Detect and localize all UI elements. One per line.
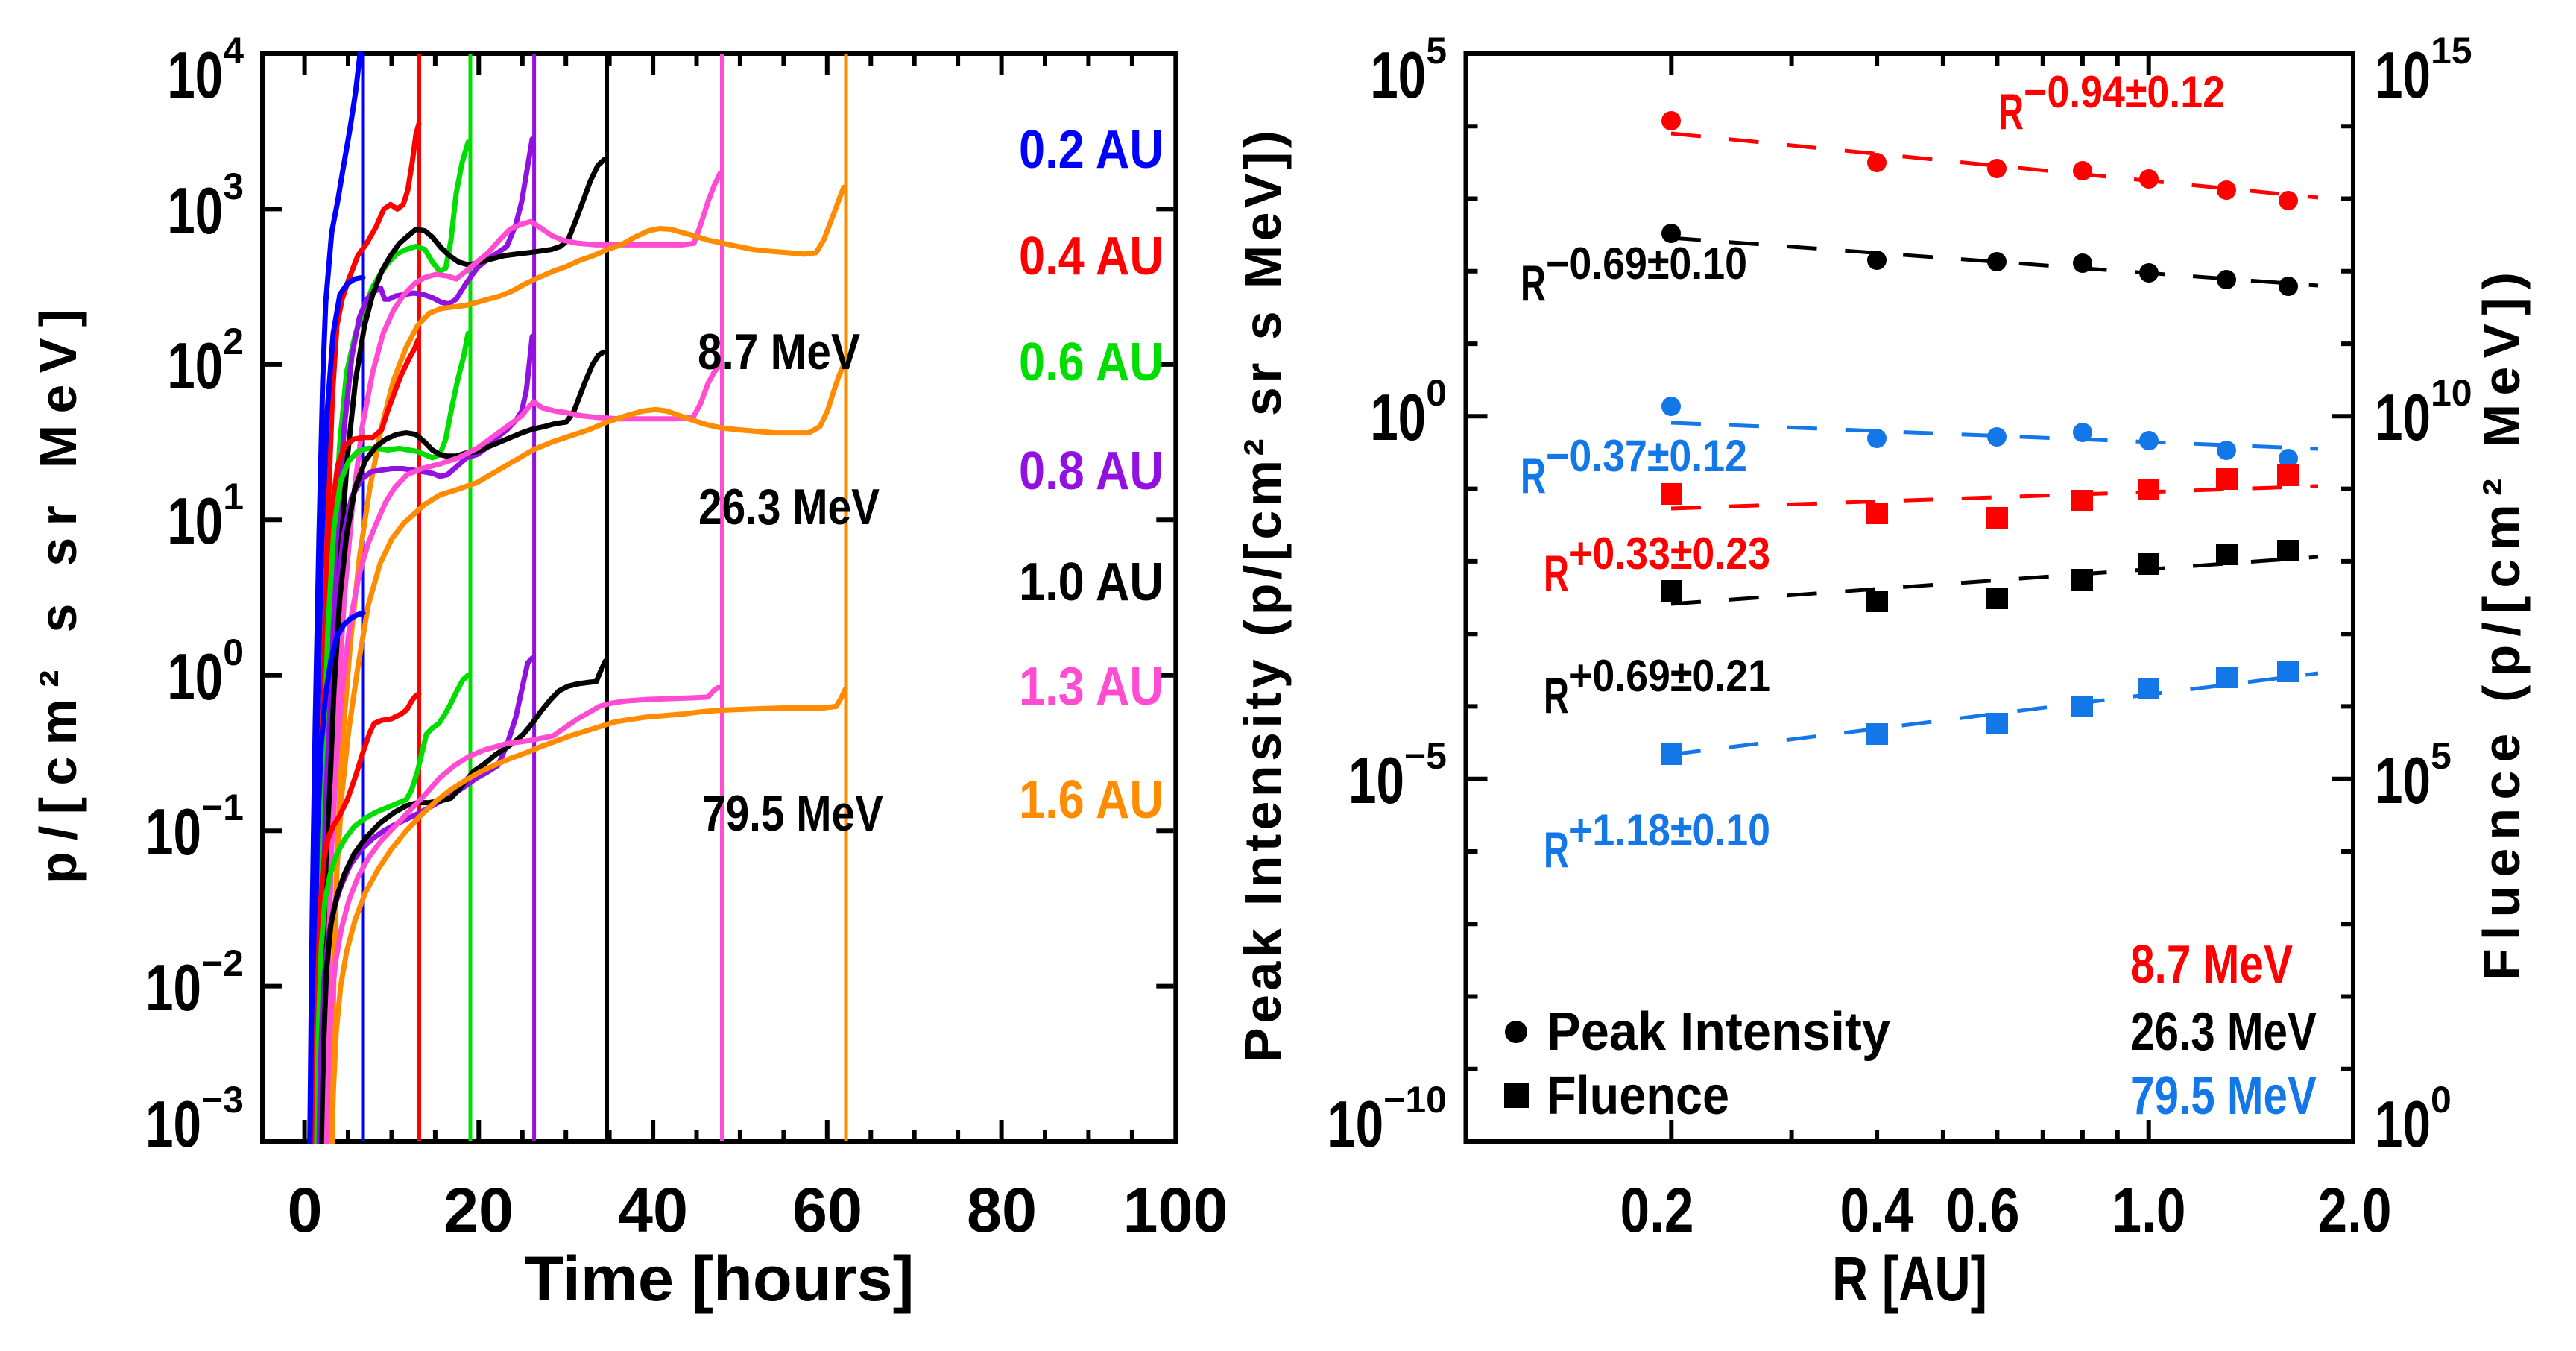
svg-text:79.5 MeV: 79.5 MeV: [2130, 1066, 2317, 1126]
svg-text:1015: 1015: [2375, 30, 2472, 112]
svg-text:Time [hours]: Time [hours]: [525, 1244, 915, 1314]
svg-text:R−0.37±0.12: R−0.37±0.12: [1521, 431, 1747, 504]
svg-text:Peak Intensity: Peak Intensity: [1547, 1002, 1890, 1062]
svg-text:8.7 MeV: 8.7 MeV: [2130, 935, 2293, 995]
svg-text:8.7 MeV: 8.7 MeV: [698, 324, 860, 380]
svg-text:105: 105: [2375, 735, 2452, 817]
svg-text:R−0.94±0.12: R−0.94±0.12: [1998, 67, 2225, 140]
svg-text:100: 100: [1123, 1175, 1228, 1245]
svg-text:102: 102: [167, 321, 244, 403]
svg-text:1010: 1010: [2375, 372, 2472, 454]
svg-text:20: 20: [443, 1175, 514, 1245]
svg-text:101: 101: [167, 476, 244, 558]
svg-text:26.3 MeV: 26.3 MeV: [2130, 1002, 2317, 1062]
svg-text:105: 105: [1370, 30, 1447, 112]
svg-text:Fluence: Fluence: [1547, 1066, 1729, 1126]
svg-text:R [AU]: R [AU]: [1832, 1244, 1987, 1314]
svg-text:Fluence (p/[cm² MeV]): Fluence (p/[cm² MeV]): [2472, 272, 2531, 980]
svg-text:0.6: 0.6: [1946, 1175, 2020, 1245]
svg-text:0.2: 0.2: [1620, 1175, 1694, 1245]
svg-text:10−1: 10−1: [145, 787, 244, 869]
svg-text:R−0.69±0.10: R−0.69±0.10: [1521, 239, 1747, 312]
svg-text:0.6 AU: 0.6 AU: [1019, 333, 1164, 392]
svg-text:80: 80: [967, 1175, 1037, 1245]
svg-text:40: 40: [618, 1175, 688, 1245]
svg-text:R+1.18±0.10: R+1.18±0.10: [1544, 805, 1770, 878]
svg-text:10−2: 10−2: [145, 942, 244, 1024]
svg-text:0: 0: [288, 1175, 323, 1245]
svg-text:60: 60: [792, 1175, 862, 1245]
svg-text:100: 100: [2375, 1079, 2452, 1161]
svg-text:Peak Intensity (p/[cm² sr s Me: Peak Intensity (p/[cm² sr s MeV]): [1234, 130, 1292, 1062]
svg-text:26.3 MeV: 26.3 MeV: [698, 479, 880, 535]
svg-text:1.0 AU: 1.0 AU: [1019, 552, 1164, 612]
svg-text:100: 100: [167, 632, 244, 714]
svg-text:0.4: 0.4: [1840, 1175, 1914, 1245]
svg-text:79.5 MeV: 79.5 MeV: [702, 785, 883, 842]
svg-text:10−3: 10−3: [145, 1079, 244, 1161]
svg-text:R+0.69±0.21: R+0.69±0.21: [1544, 651, 1770, 724]
svg-text:R+0.33±0.23: R+0.33±0.23: [1544, 529, 1770, 602]
svg-text:0.8 AU: 0.8 AU: [1019, 441, 1164, 501]
svg-text:0.4 AU: 0.4 AU: [1019, 227, 1164, 286]
svg-text:1.3 AU: 1.3 AU: [1019, 657, 1164, 717]
svg-text:0.2 AU: 0.2 AU: [1019, 120, 1164, 180]
svg-text:10−5: 10−5: [1348, 735, 1447, 817]
svg-text:103: 103: [167, 166, 244, 248]
svg-text:104: 104: [167, 30, 244, 112]
svg-text:2.0: 2.0: [2318, 1175, 2392, 1245]
svg-text:1.6 AU: 1.6 AU: [1019, 770, 1164, 830]
svg-text:10−10: 10−10: [1328, 1079, 1447, 1161]
svg-text:1.0: 1.0: [2112, 1175, 2186, 1245]
svg-text:100: 100: [1370, 372, 1447, 454]
